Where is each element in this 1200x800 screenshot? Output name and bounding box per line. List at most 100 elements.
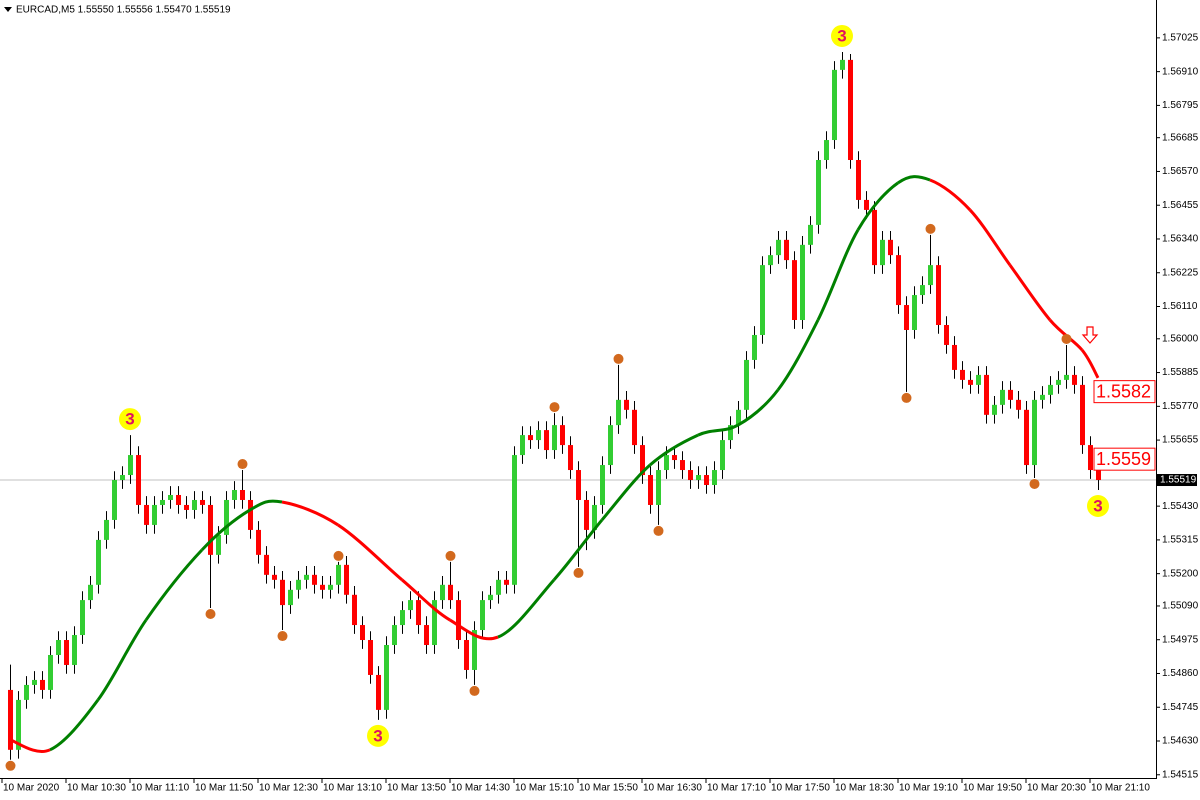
signal-marker	[119, 408, 141, 431]
x-tick-label: 10 Mar 15:10	[515, 783, 574, 794]
candle-body	[1056, 379, 1061, 385]
moving-average	[401, 578, 451, 622]
signal-label: 3	[1093, 496, 1102, 515]
candle-body	[328, 584, 333, 590]
moving-average	[1008, 264, 1052, 321]
y-tick-label: 1.54630	[1162, 736, 1199, 747]
moving-average	[497, 578, 556, 639]
menu-triangle[interactable]	[4, 7, 12, 12]
y-tick-label: 1.55770	[1162, 401, 1199, 412]
x-tick-label: 10 Mar 20:30	[1027, 783, 1086, 794]
x-tick-label: 10 Mar 18:30	[835, 783, 894, 794]
candle-body	[584, 499, 589, 530]
candle-body	[880, 239, 885, 266]
moving-average	[281, 500, 339, 527]
candle-body	[984, 374, 989, 415]
candle-body	[64, 640, 69, 665]
fractal-marker	[1029, 478, 1040, 489]
y-tick-label: 1.56570	[1162, 166, 1199, 177]
candle-body	[784, 239, 789, 261]
y-tick-label: 1.56455	[1162, 200, 1199, 211]
y-tick-label: 1.54975	[1162, 634, 1199, 645]
moving-average	[1080, 348, 1100, 379]
x-tick-label: 10 Mar 12:30	[259, 783, 318, 794]
candle-body	[712, 470, 717, 486]
candle-body	[648, 475, 653, 505]
candle-body	[352, 594, 357, 626]
candle-body	[248, 499, 253, 530]
candle-body	[392, 625, 397, 646]
moving-average	[552, 518, 604, 581]
candle-body	[16, 699, 21, 750]
candle-body	[528, 435, 533, 441]
moving-average	[600, 463, 651, 521]
candle-body	[888, 239, 893, 256]
candle-body	[600, 465, 605, 505]
candle-body	[160, 499, 165, 505]
fractal-marker	[333, 550, 344, 561]
candle-body	[640, 445, 645, 476]
y-tick-label: 1.56000	[1162, 333, 1199, 344]
candle-body	[576, 470, 581, 500]
y-tick-label: 1.55885	[1162, 367, 1199, 378]
candle-body	[920, 285, 925, 296]
candle-body	[240, 489, 245, 500]
candle-body	[800, 244, 805, 321]
candle-body	[752, 334, 757, 360]
fractal-marker	[469, 685, 480, 696]
fractal-marker	[925, 223, 936, 234]
candle-body	[448, 584, 453, 601]
moving-average	[697, 423, 739, 437]
candle-body	[568, 445, 573, 471]
moving-average	[816, 229, 860, 321]
candle-body	[336, 564, 341, 585]
signal-marker	[367, 724, 389, 747]
x-tick-label: 10 Mar 2020	[3, 783, 60, 794]
candle-body	[904, 305, 909, 330]
candle-body	[736, 409, 741, 426]
y-tick-label: 1.55200	[1162, 568, 1199, 579]
candle-body	[224, 499, 229, 535]
moving-average	[144, 548, 204, 621]
moving-average	[249, 499, 283, 512]
signal-marker	[1087, 494, 1109, 517]
candle-body	[40, 679, 45, 690]
signal-label: 3	[837, 26, 846, 45]
moving-average	[649, 433, 699, 467]
level-label-box	[1093, 380, 1156, 404]
y-tick-label: 1.55315	[1162, 535, 1199, 546]
candle-body	[48, 654, 53, 690]
candle-body	[104, 519, 109, 540]
candle-body	[232, 489, 237, 500]
level-label: 1.5559	[1096, 449, 1151, 469]
moving-average	[776, 319, 820, 391]
candle-body	[952, 344, 957, 370]
level-label: 1.5582	[1096, 381, 1151, 401]
candle-body	[744, 359, 749, 410]
fractal-marker	[205, 609, 216, 620]
candle-body	[1048, 384, 1053, 395]
candle-body	[144, 504, 149, 525]
candle-body	[8, 689, 13, 750]
candle-body	[664, 455, 669, 471]
fractal-marker	[1061, 333, 1072, 344]
candle-body	[680, 460, 685, 471]
candle-body	[272, 574, 277, 580]
candle-body	[624, 399, 629, 410]
x-tick-label: 10 Mar 19:50	[963, 783, 1022, 794]
candle-body	[976, 374, 981, 385]
candle-body	[216, 534, 221, 555]
candle-body	[768, 255, 773, 266]
candle-body	[152, 504, 157, 525]
candle-body	[136, 455, 141, 505]
candle-body	[184, 504, 189, 510]
candle-body	[384, 645, 389, 710]
candle-body	[480, 600, 485, 631]
y-tick-label: 1.56225	[1162, 267, 1199, 278]
candle-body	[464, 640, 469, 670]
candle-body	[1072, 374, 1077, 385]
level-label-box	[1093, 447, 1156, 471]
candle-body	[256, 529, 261, 555]
candle-body	[560, 425, 565, 446]
